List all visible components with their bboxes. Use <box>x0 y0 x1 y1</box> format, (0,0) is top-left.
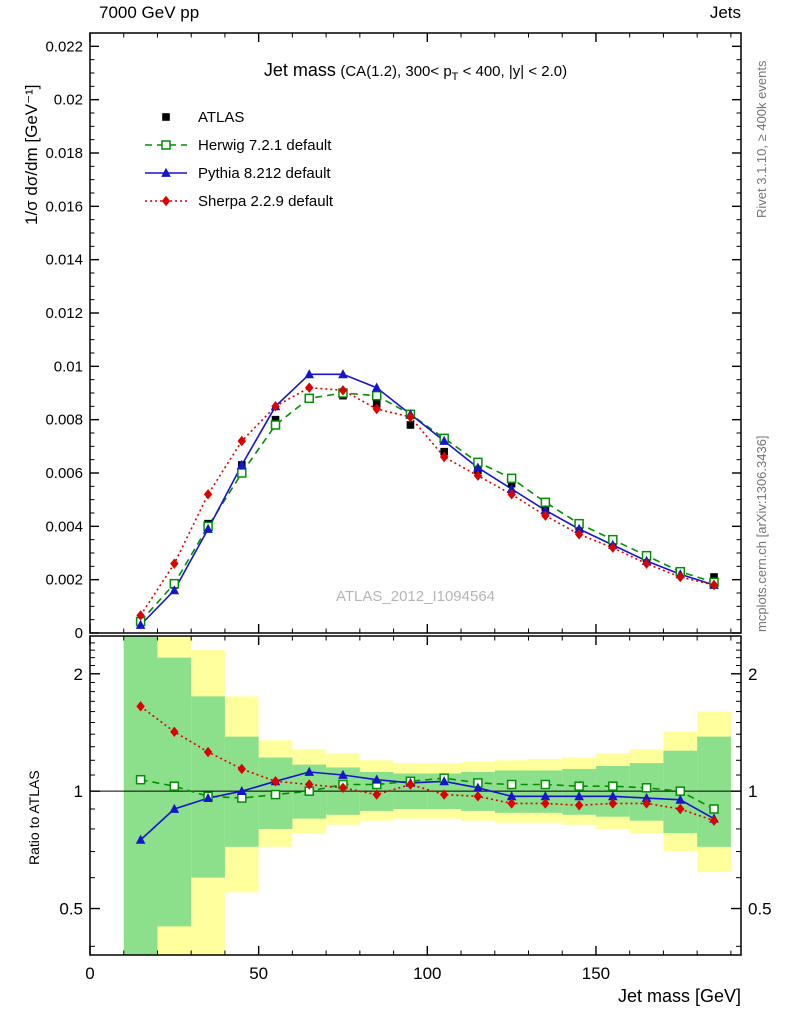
legend-marker-sherpa <box>143 192 189 210</box>
svg-text:2: 2 <box>74 665 83 684</box>
ratio-series <box>135 701 719 844</box>
plot-title: Jet mass (CA(1.2), 300< pT < 400, |y| < … <box>90 60 741 83</box>
svg-text:2: 2 <box>748 665 757 684</box>
svg-text:0.006: 0.006 <box>45 465 83 482</box>
svg-text:0.022: 0.022 <box>45 38 83 55</box>
svg-text:1: 1 <box>748 782 757 801</box>
svg-text:0.012: 0.012 <box>45 305 83 322</box>
svg-text:0.008: 0.008 <box>45 412 83 429</box>
svg-text:100: 100 <box>413 964 441 983</box>
legend-glyph-3 <box>145 195 187 207</box>
legend-label-atlas: ATLAS <box>198 108 245 126</box>
y-axis-title-ratio: Ratio to ATLAS <box>26 770 42 865</box>
svg-text:50: 50 <box>249 964 268 983</box>
y-axis-title-main: 1/σ dσ/dm [GeV⁻¹] <box>22 84 41 226</box>
header-analysis-label: Jets <box>709 3 741 22</box>
ratio-uncertainty-bands <box>123 636 731 955</box>
legend-item-herwig: Herwig 7.2.1 default <box>143 131 333 159</box>
legend-marker-pythia <box>143 164 189 182</box>
legend-item-pythia: Pythia 8.212 default <box>143 159 333 187</box>
cuts-pre: (CA(1.2), 300< p <box>340 63 452 80</box>
svg-text:0.5: 0.5 <box>748 900 772 919</box>
legend-glyph-0 <box>162 113 170 121</box>
analysis-watermark: ATLAS_2012_I1094564 <box>335 588 496 605</box>
legend-label-pythia: Pythia 8.212 default <box>198 164 331 182</box>
legend-marker-herwig <box>143 136 189 154</box>
legend-label-sherpa: Sherpa 2.2.9 default <box>198 192 334 210</box>
svg-text:150: 150 <box>582 964 610 983</box>
ratio-frame <box>89 635 742 956</box>
svg-text:0.5: 0.5 <box>59 900 83 919</box>
svg-text:0: 0 <box>85 964 94 983</box>
main-series <box>135 369 719 629</box>
legend-item-atlas: ATLAS <box>143 103 333 131</box>
svg-text:0: 0 <box>75 625 83 642</box>
legend-glyph-2 <box>145 167 187 177</box>
axis-tick-labels: 0 50 100 150 0 0.002 0.004 0.006 0.008 0.01 0.012 0… <box>45 38 771 983</box>
x-axis-title: Jet mass [GeV] <box>617 986 741 1006</box>
svg-text:0.002: 0.002 <box>45 572 83 589</box>
plot-title-cuts: (CA(1.2), 300< pT < 400, |y| < 2.0) <box>340 63 568 83</box>
plot-title-main: Jet mass <box>263 60 336 80</box>
svg-text:0.004: 0.004 <box>45 518 83 535</box>
svg-text:0.014: 0.014 <box>45 252 83 269</box>
legend-marker-atlas <box>143 108 189 126</box>
legend-glyph-1 <box>145 140 187 150</box>
svg-text:0.018: 0.018 <box>45 145 83 162</box>
legend-label-herwig: Herwig 7.2.1 default <box>198 136 332 154</box>
legend-item-sherpa: Sherpa 2.2.9 default <box>143 187 333 215</box>
mcplots-credit-label: mcplots.cern.ch [arXiv:1306.3436] <box>754 435 769 632</box>
svg-text:0.02: 0.02 <box>54 92 83 109</box>
main-frame <box>89 32 742 634</box>
rivet-version-label: Rivet 3.1.10, ≥ 400k events <box>754 60 769 218</box>
svg-text:0.016: 0.016 <box>45 198 83 215</box>
header-beam-label: 7000 GeV pp <box>99 3 200 22</box>
cuts-post: < 400, |y| < 2.0) <box>458 63 568 80</box>
svg-text:0.01: 0.01 <box>54 358 83 375</box>
cuts-subscript: T <box>451 71 459 83</box>
svg-text:1: 1 <box>74 782 83 801</box>
legend: ATLAS Herwig 7.2.1 default Pythia 8.212 … <box>143 103 333 215</box>
